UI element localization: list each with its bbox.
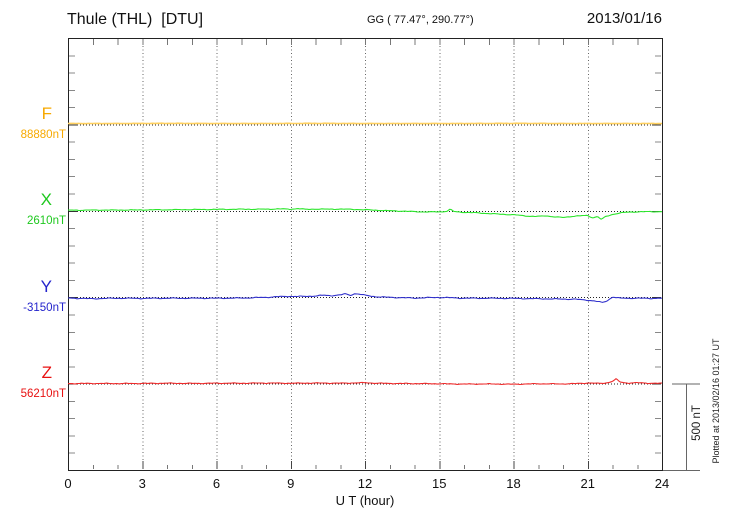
channel-baseline-y: -3150nT xyxy=(23,302,66,314)
x-axis-tick-label: 6 xyxy=(212,476,221,491)
plotted-at-note: Plotted at 2013/02/16 01:27 UT xyxy=(711,338,721,464)
channel-label-x: X xyxy=(40,190,52,209)
channel-label-y: Y xyxy=(40,277,52,296)
geographic-coords: GG ( 77.47°, 290.77°) xyxy=(367,14,474,26)
x-axis-tick-label: 0 xyxy=(64,476,72,491)
channel-baseline-z: 56210nT xyxy=(20,388,66,400)
x-axis-tick-label: 21 xyxy=(580,476,595,491)
x-axis-tick-label: 18 xyxy=(506,476,521,491)
x-axis-tick-label: 9 xyxy=(287,476,295,491)
plot-date: 2013/01/16 xyxy=(586,10,662,27)
x-axis-title: U T (hour) xyxy=(335,493,395,508)
scale-bar-label: 500 nT xyxy=(691,405,703,441)
x-axis-tick-label: 24 xyxy=(654,476,670,491)
channel-baseline-x: 2610nT xyxy=(26,215,66,227)
x-axis-tick-label: 15 xyxy=(432,476,447,491)
x-axis-tick-label: 12 xyxy=(357,476,373,491)
channel-label-f: F xyxy=(41,104,52,123)
x-axis-tick-label: 3 xyxy=(138,476,146,491)
channel-label-z: Z xyxy=(41,363,52,382)
station-title: Thule (THL) [DTU] xyxy=(67,11,204,28)
channel-baseline-f: 88880nT xyxy=(20,129,66,141)
